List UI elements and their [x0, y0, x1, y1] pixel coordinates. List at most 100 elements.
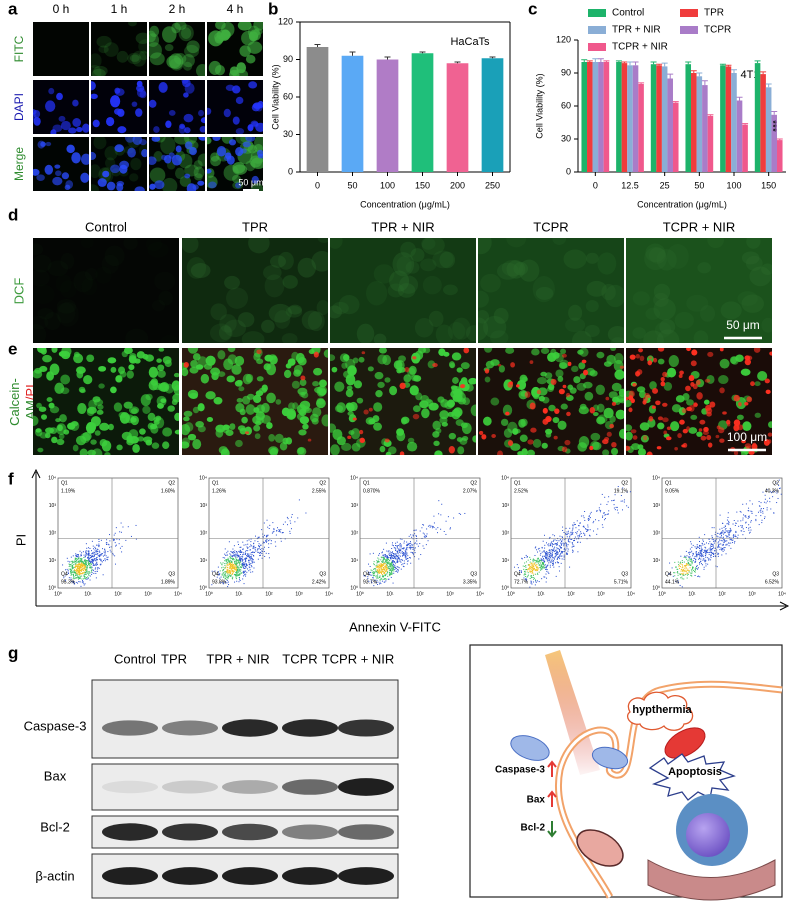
cell: [72, 118, 81, 127]
dot: [406, 553, 407, 554]
dot: [714, 550, 715, 551]
dot: [720, 543, 721, 544]
cell: [49, 427, 57, 434]
dot: [108, 544, 109, 545]
cell: [541, 348, 549, 354]
dot: [530, 559, 531, 560]
column-label: TPR: [161, 651, 187, 666]
cell: [386, 452, 392, 458]
dot: [115, 533, 116, 534]
dot: [222, 564, 223, 565]
dot: [531, 582, 532, 583]
dot: [399, 549, 400, 550]
x-tick-label: 50: [347, 180, 357, 190]
dot: [254, 562, 255, 563]
dot: [91, 550, 92, 551]
cell: [647, 360, 652, 365]
dot: [393, 583, 394, 584]
dot: [384, 570, 385, 571]
dot: [80, 573, 81, 574]
dot: [233, 551, 234, 552]
dot: [232, 568, 233, 569]
cell: [726, 420, 730, 425]
dot: [95, 567, 96, 568]
cell: [98, 383, 105, 388]
dot: [234, 545, 235, 546]
cell: [585, 392, 594, 401]
dot: [568, 533, 569, 534]
cell: [286, 363, 292, 368]
cell: [81, 154, 91, 165]
cell: [102, 255, 119, 274]
dot: [530, 578, 531, 579]
dot: [229, 541, 230, 542]
dot: [716, 536, 717, 537]
cell: [363, 410, 368, 415]
cell: [644, 393, 649, 397]
dot: [233, 564, 234, 565]
cell: [298, 258, 316, 278]
dot: [392, 542, 393, 543]
cell: [93, 66, 107, 76]
dot: [81, 571, 82, 572]
dot: [87, 568, 88, 569]
dot: [238, 566, 239, 567]
dot: [686, 555, 687, 556]
plot-frame: [360, 478, 480, 588]
dot: [395, 558, 396, 559]
cell: [696, 431, 702, 436]
dot: [251, 566, 252, 567]
dot: [535, 546, 536, 547]
dot: [533, 579, 534, 580]
dot: [87, 573, 88, 574]
dot: [237, 570, 238, 571]
cell: [184, 362, 189, 368]
cell: [750, 381, 755, 386]
dot: [377, 558, 378, 559]
dot: [394, 558, 395, 559]
dot: [388, 568, 389, 569]
cell: [573, 376, 580, 383]
dot: [96, 559, 97, 560]
row-label: β-actin: [35, 868, 74, 883]
cell: [233, 116, 240, 124]
dot: [96, 562, 97, 563]
dot: [535, 560, 536, 561]
dot: [460, 514, 461, 515]
dot: [742, 534, 743, 535]
dot: [223, 567, 224, 568]
dot: [552, 543, 553, 544]
column-label: TPR: [242, 219, 268, 234]
dot: [385, 571, 386, 572]
dot: [559, 566, 560, 567]
dot: [267, 520, 268, 521]
cell: [527, 439, 533, 444]
dot: [689, 552, 690, 553]
dot: [68, 573, 69, 574]
cell: [384, 377, 390, 382]
dot: [546, 578, 547, 579]
dot: [229, 564, 230, 565]
y-tick-label: 10²: [653, 530, 661, 536]
dot: [232, 549, 233, 550]
dot: [412, 545, 413, 546]
dot: [91, 559, 92, 560]
dot: [68, 572, 69, 573]
dot: [222, 570, 223, 571]
dot: [273, 531, 274, 532]
bar: [656, 65, 662, 172]
dot: [695, 561, 696, 562]
dot: [383, 567, 384, 568]
quadrant-value: 72.7%: [514, 579, 529, 585]
dot: [536, 582, 537, 583]
dot: [75, 558, 76, 559]
cell: [123, 236, 138, 250]
dot: [614, 500, 615, 501]
dot: [617, 507, 618, 508]
dot: [247, 546, 248, 547]
dot: [673, 572, 674, 573]
dot: [734, 520, 735, 521]
dot: [554, 558, 555, 559]
cell: [181, 368, 188, 376]
cell: [158, 348, 164, 352]
